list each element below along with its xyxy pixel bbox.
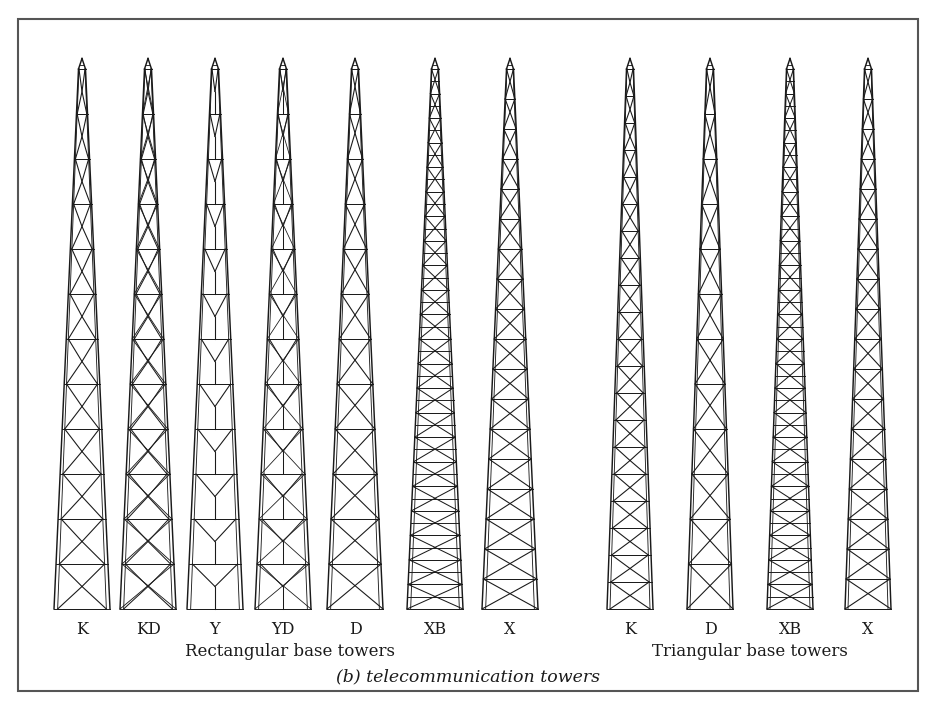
Text: Y: Y bbox=[210, 620, 220, 637]
Text: XB: XB bbox=[779, 620, 801, 637]
Text: X: X bbox=[505, 620, 516, 637]
Text: (b) telecommunication towers: (b) telecommunication towers bbox=[336, 669, 600, 686]
Text: D: D bbox=[348, 620, 361, 637]
Text: D: D bbox=[704, 620, 716, 637]
FancyBboxPatch shape bbox=[18, 19, 918, 691]
Text: KD: KD bbox=[136, 620, 160, 637]
Text: K: K bbox=[76, 620, 88, 637]
Text: Triangular base towers: Triangular base towers bbox=[651, 642, 847, 659]
Text: XB: XB bbox=[423, 620, 446, 637]
Text: Rectangular base towers: Rectangular base towers bbox=[184, 642, 395, 659]
Text: K: K bbox=[624, 620, 636, 637]
Text: YD: YD bbox=[271, 620, 295, 637]
Text: X: X bbox=[862, 620, 873, 637]
